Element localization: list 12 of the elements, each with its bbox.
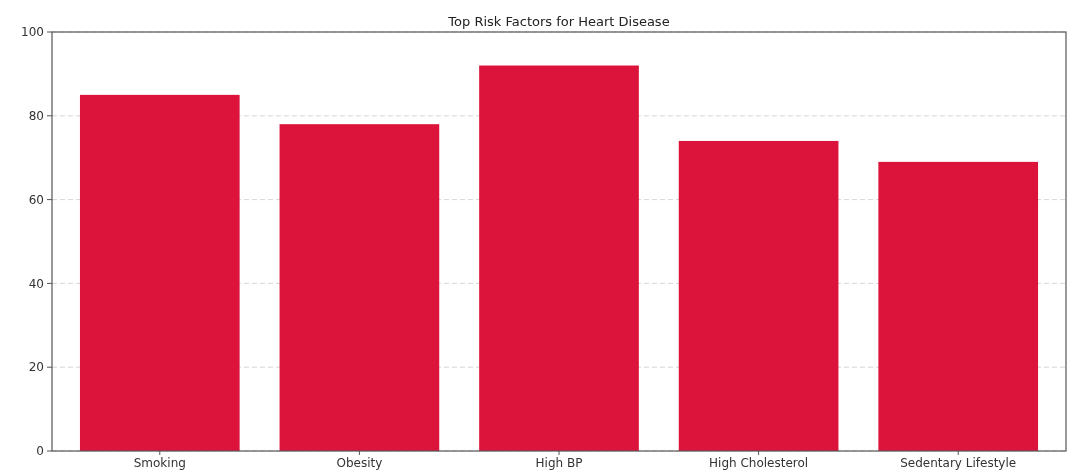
x-tick-label: Sedentary Lifestyle <box>900 456 1017 470</box>
y-tick-label: 40 <box>28 276 44 291</box>
y-tick-label: 60 <box>28 192 44 207</box>
x-tick-label: High Cholesterol <box>709 456 809 470</box>
y-tick-label: 100 <box>21 25 44 40</box>
x-tick-label: Obesity <box>336 456 383 470</box>
y-tick-label: 80 <box>28 109 44 123</box>
x-tick-label: High BP <box>535 456 583 470</box>
chart-title: Top Risk Factors for Heart Disease <box>447 14 670 29</box>
x-tick-label: Smoking <box>133 456 186 470</box>
y-tick-label: 0 <box>36 444 44 459</box>
y-tick-label: 20 <box>28 360 44 375</box>
